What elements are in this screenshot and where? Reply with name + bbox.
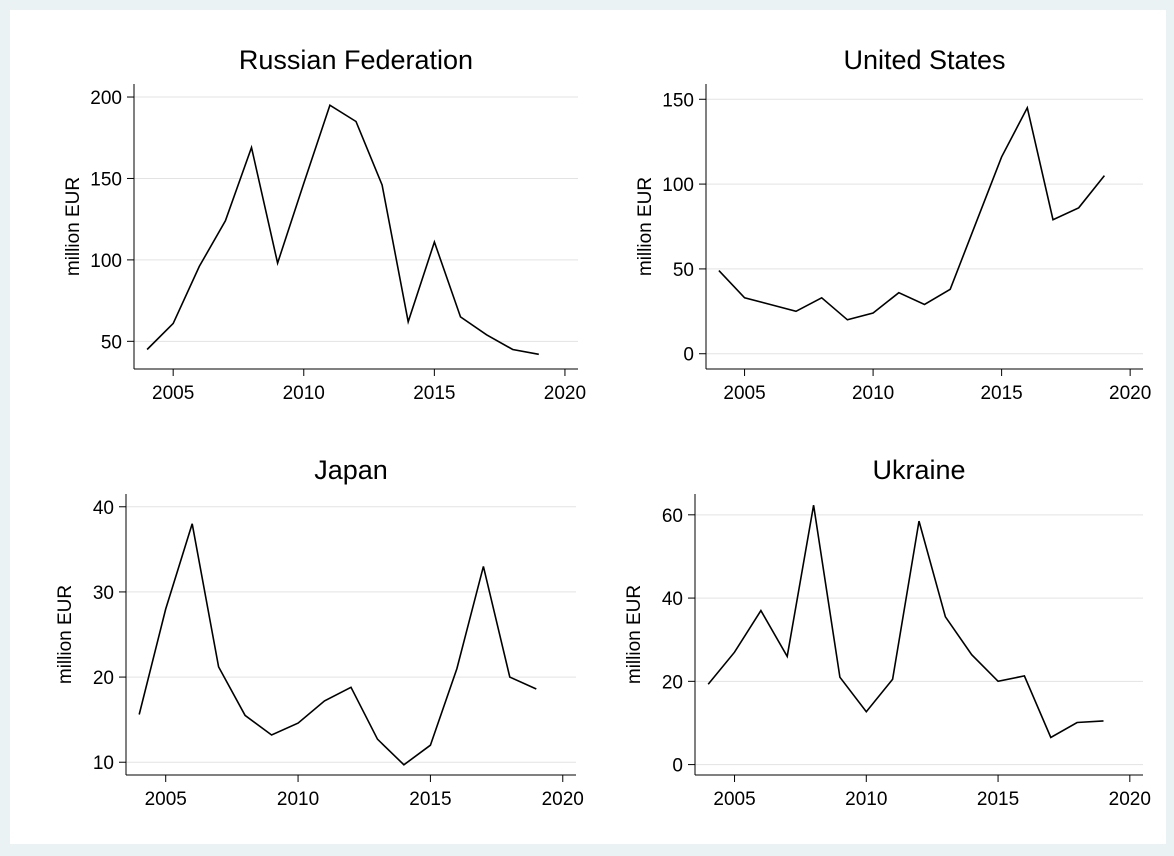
x-tick-label: 2015: [980, 383, 1022, 404]
y-tick-label: 150: [662, 90, 694, 111]
y-tick-label: 0: [672, 756, 683, 777]
series-line: [138, 523, 537, 766]
x-tick-label: 2015: [409, 789, 451, 810]
x-tick-label: 2010: [277, 789, 319, 810]
chart-panel: United States million EUR 0 50 100 150 2005 201…: [635, 45, 1151, 404]
x-tick-label: 2005: [713, 789, 755, 810]
y-tick-label: 150: [90, 169, 122, 190]
y-tick-label: 100: [662, 175, 694, 196]
x-tick-label: 2010: [845, 789, 887, 810]
y-tick-label: 60: [662, 506, 683, 527]
x-tick-label: 2020: [1109, 789, 1151, 810]
series-line: [718, 105, 1106, 321]
series-line: [707, 505, 1104, 739]
chart-panel: Russian Federation million EUR 50 100 150 200…: [63, 45, 586, 404]
y-tick-label: 10: [93, 753, 114, 774]
x-tick-label: 2010: [852, 383, 894, 404]
x-tick-label: 2005: [723, 383, 765, 404]
y-tick-label: 100: [90, 251, 122, 272]
y-tick-label: 30: [93, 583, 114, 604]
y-tick-label: 20: [662, 672, 683, 693]
x-tick-label: 2020: [544, 383, 586, 404]
y-tick-label: 200: [90, 88, 122, 109]
y-tick-label: 40: [93, 498, 114, 519]
y-tick-label: 40: [662, 589, 683, 610]
series-line: [146, 103, 539, 356]
chart-title: Russian Federation: [239, 45, 473, 75]
figure-background: Russian Federation million EUR 50 100 150 200…: [10, 10, 1166, 844]
y-axis-label: million EUR: [55, 585, 76, 684]
y-tick-label: 50: [101, 332, 122, 353]
chart-title: Ukraine: [872, 455, 965, 485]
x-tick-label: 2010: [283, 383, 325, 404]
y-axis-label: million EUR: [63, 177, 84, 276]
y-tick-label: 20: [93, 668, 114, 689]
chart-panel: Japan million EUR 10 20 30 40 2005 2010 2015 2020: [55, 455, 584, 810]
x-tick-label: 2015: [977, 789, 1019, 810]
y-tick-label: 50: [673, 260, 694, 281]
x-tick-label: 2005: [145, 789, 187, 810]
x-tick-label: 2015: [413, 383, 455, 404]
chart-title: United States: [843, 45, 1005, 75]
x-tick-label: 2020: [1109, 383, 1151, 404]
x-tick-label: 2005: [152, 383, 194, 404]
chart-panel: Ukraine million EUR 0 20 40 60 2005 2010 2015 202…: [624, 455, 1151, 810]
x-tick-label: 2020: [542, 789, 584, 810]
y-axis-label: million EUR: [635, 177, 656, 276]
y-axis-label: million EUR: [624, 585, 645, 684]
chart-title: Japan: [314, 455, 388, 485]
y-tick-label: 0: [683, 345, 694, 366]
